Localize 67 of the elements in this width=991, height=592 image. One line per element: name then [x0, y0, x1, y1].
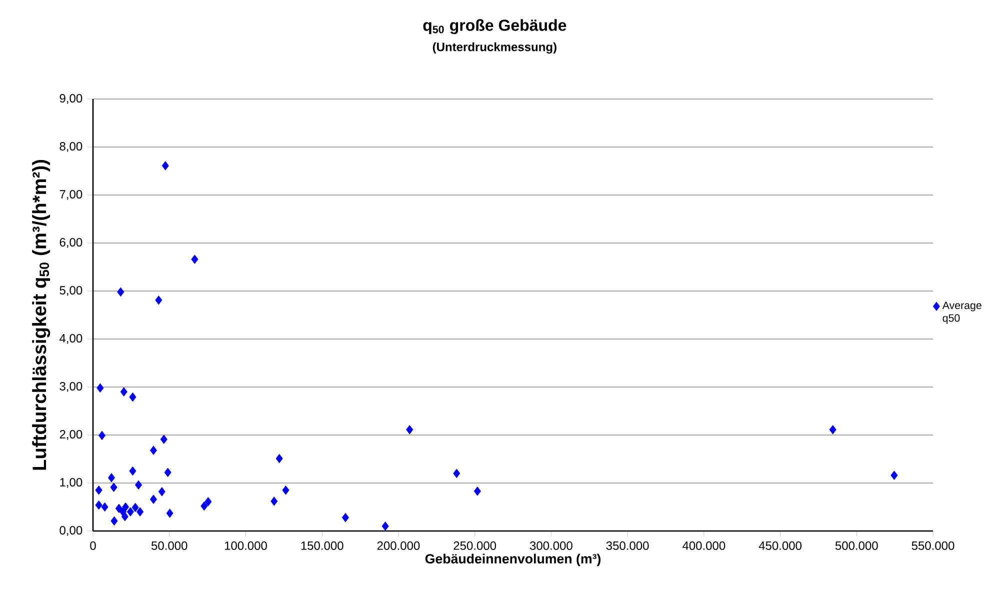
y-tick-label: 6,00 — [60, 238, 82, 248]
y-tick-label: 7,00 — [60, 190, 82, 200]
x-tick-label: 50.000 — [151, 541, 188, 550]
point — [95, 486, 102, 495]
x-tick-label: 0 — [90, 541, 96, 550]
chart-title: q$_{50}$ große Gebäude — [423, 19, 566, 34]
point — [129, 392, 136, 402]
x-tick-label: 350.000 — [606, 541, 649, 550]
point — [155, 296, 162, 305]
point — [132, 502, 139, 512]
y-tick-label: 9,00 — [60, 94, 82, 104]
y-tick-label: 5,00 — [60, 286, 82, 296]
x-tick-label: 400.000 — [682, 541, 726, 550]
y-tick-label: 1,00 — [60, 478, 82, 488]
point — [166, 508, 174, 518]
y-tick-label: 0,00 — [60, 526, 82, 536]
point — [474, 486, 481, 496]
point — [162, 161, 169, 170]
point — [98, 430, 106, 440]
point — [129, 466, 136, 476]
point — [164, 468, 172, 477]
y-tick-label: 3,00 — [60, 382, 82, 392]
point — [270, 496, 278, 506]
point — [95, 500, 102, 510]
y-tick-label: 8,00 — [60, 142, 82, 152]
point — [121, 512, 128, 522]
point — [120, 387, 128, 396]
x-tick-label: 500.000 — [835, 541, 878, 550]
point — [122, 502, 129, 512]
y-axis-title: Luftdurchlässigkeit q$_{50}$ (m³/(h*m²)) — [32, 160, 50, 470]
point — [276, 454, 283, 464]
y-tick-label: 2,00 — [60, 430, 82, 440]
point — [108, 473, 115, 482]
x-tick-label: 300.000 — [530, 541, 572, 550]
point — [204, 497, 212, 506]
x-tick-label: 200.000 — [377, 541, 420, 550]
legend-label: Average q50 — [942, 302, 982, 324]
point — [342, 513, 349, 522]
point — [135, 480, 142, 490]
x-tick-label: 100.000 — [224, 541, 267, 550]
x-axis-title: Gebäudeinnenvolumen (m³) — [425, 554, 600, 566]
point — [382, 522, 389, 531]
point — [126, 507, 134, 516]
point — [282, 486, 290, 495]
point — [158, 487, 166, 496]
point — [150, 446, 157, 455]
point — [117, 287, 124, 297]
x-tick-label: 450.000 — [758, 541, 802, 550]
point — [115, 504, 122, 513]
x-tick-label: 150.000 — [301, 541, 344, 550]
point — [191, 254, 198, 264]
point — [406, 425, 414, 434]
x-tick-label: 250.000 — [454, 541, 496, 550]
point — [136, 507, 144, 516]
x-tick-label: 550.000 — [912, 541, 954, 550]
point — [150, 494, 157, 504]
chart-subtitle: (Unterdruckmessung) — [432, 42, 556, 54]
point — [200, 502, 208, 511]
point — [101, 502, 108, 512]
point — [829, 425, 836, 434]
point — [96, 383, 104, 392]
point — [110, 482, 118, 492]
point — [453, 468, 460, 478]
point — [160, 434, 168, 444]
point — [890, 470, 898, 480]
y-tick-label: 4,00 — [60, 334, 82, 344]
point — [110, 516, 118, 526]
